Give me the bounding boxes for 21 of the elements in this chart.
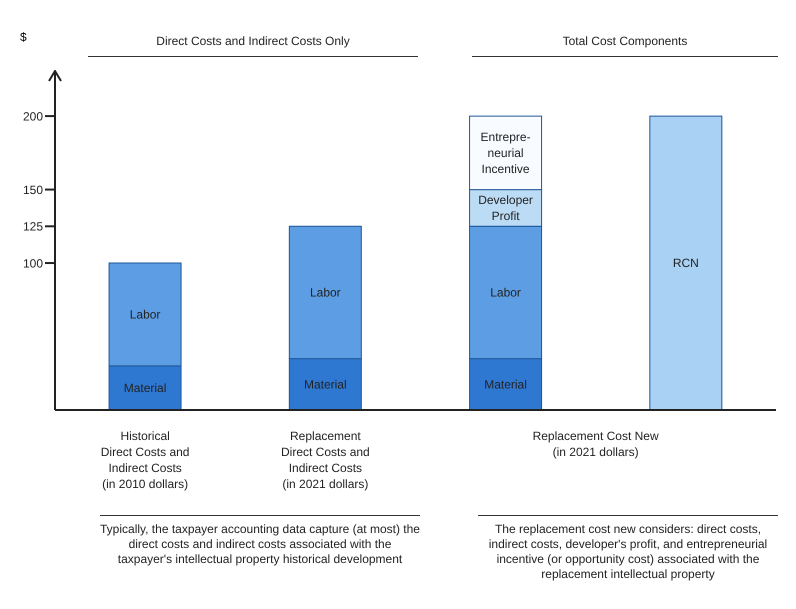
y-tick-label: 150 [22, 182, 44, 197]
text: Total Cost Components [472, 34, 778, 57]
x-tick-label: Historical Direct Costs and Indirect Costs (in 2010 dollars) [100, 429, 190, 491]
y-tick-label: 200 [22, 109, 44, 124]
series-label: Entrepre-neurial Incentive [480, 130, 531, 176]
y-tick-label: 125 [22, 220, 44, 234]
series-label: Developer Profit [478, 192, 533, 223]
y-axis-title: $ [20, 30, 27, 44]
text: Labor [310, 285, 341, 300]
series-label: Labor [130, 307, 160, 322]
y-tick-label: 100 [22, 256, 44, 270]
text: Material [124, 380, 166, 395]
text: Typically, the taxpayer accounting data capture (at most) the direct costs and indirect costs associated with the taxpayer's intellectual property historical development [100, 522, 420, 567]
text: Direct Costs and Indirect Costs Only [88, 34, 418, 57]
text: Labor [490, 285, 521, 300]
text: Material [484, 377, 527, 392]
x-tick-label: Replacement Cost New (in 2021 dollars) [532, 429, 659, 459]
series-label: RCN [672, 256, 699, 270]
series-label: Material [304, 377, 347, 392]
text: The replacement cost new considers: direct costs, indirect costs, developer's profit, and entrepreneurial incentive (or opportunity cost) associated with the replacement intellectual property [488, 522, 768, 582]
x-tick-label: Replacement Direct Costs and Indirect Costs (in 2021 dollars) [281, 429, 370, 491]
